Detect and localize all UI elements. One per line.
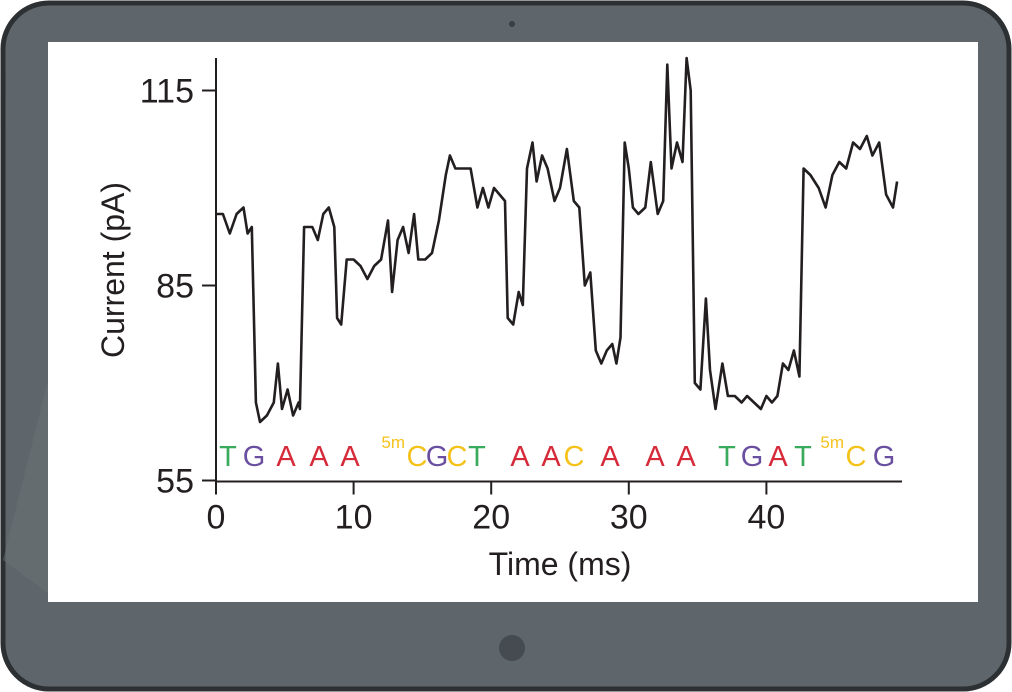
base-label: G — [741, 441, 764, 473]
base-label: T — [718, 441, 736, 473]
x-tick-label: 0 — [207, 499, 226, 537]
base-label: A — [676, 441, 696, 473]
base-label: A — [276, 441, 296, 473]
base-modification: 5m — [820, 433, 844, 452]
base-label: T — [794, 441, 812, 473]
y-tick-label: 55 — [156, 463, 194, 501]
base-label: G — [243, 441, 266, 473]
current-trace — [216, 56, 899, 424]
x-tick-label: 30 — [610, 499, 648, 537]
base-label: A — [600, 441, 620, 473]
x-tick-label: 40 — [747, 499, 785, 537]
base-label: A — [645, 441, 665, 473]
base-label: C — [846, 441, 867, 473]
base-label: A — [768, 441, 788, 473]
base-label: C — [447, 441, 468, 473]
base-label: T — [468, 441, 486, 473]
base-label: A — [541, 441, 561, 473]
base-label: A — [309, 441, 329, 473]
base-label: A — [340, 441, 360, 473]
base-label: G — [426, 441, 449, 473]
y-tick-label: 85 — [156, 268, 194, 306]
y-axis-label: Current (pA) — [95, 182, 131, 358]
y-tick-label: 115 — [140, 73, 194, 111]
base-modification: 5m — [381, 433, 405, 452]
base-label: C — [407, 441, 428, 473]
base-label: C — [564, 441, 585, 473]
camera — [509, 21, 515, 27]
frame-shine — [3, 380, 60, 602]
x-tick-label: 10 — [335, 499, 373, 537]
plot: Time (ms) Current (pA) 55 85 115 0 10 20 30 40 T… — [95, 56, 902, 582]
base-label: T — [219, 441, 237, 473]
x-tick-label: 20 — [472, 499, 510, 537]
x-axis-label: Time (ms) — [489, 546, 632, 582]
base-label: G — [873, 441, 896, 473]
home-button[interactable] — [499, 635, 525, 661]
base-label: A — [510, 441, 530, 473]
